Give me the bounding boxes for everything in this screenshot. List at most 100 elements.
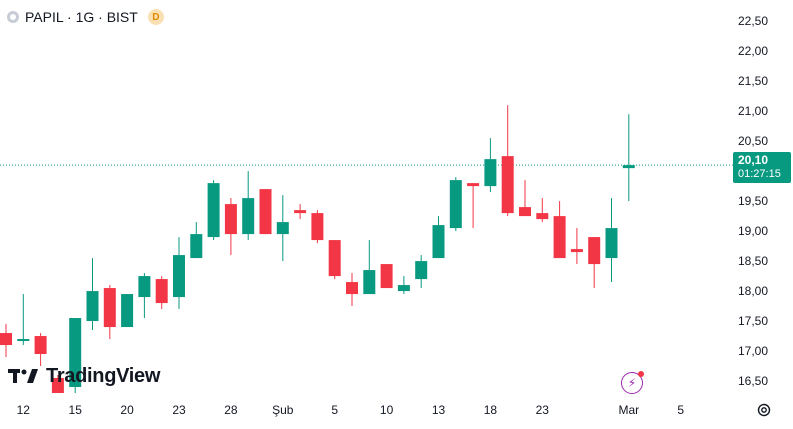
candle[interactable]	[484, 138, 497, 193]
candle-body-down	[259, 189, 272, 235]
time-tick-label: 20	[120, 403, 134, 417]
candle[interactable]	[380, 264, 393, 289]
price-tick-label: 16,50	[738, 374, 768, 388]
candle[interactable]	[207, 180, 220, 241]
candle[interactable]	[622, 114, 635, 202]
candles-group	[0, 105, 635, 393]
candle[interactable]	[605, 198, 618, 283]
candle-body-up	[173, 255, 185, 298]
candle[interactable]	[467, 183, 480, 229]
candle[interactable]	[294, 204, 307, 220]
candle-body-down	[155, 279, 168, 304]
candle-body-down	[553, 216, 566, 259]
candle[interactable]	[51, 375, 64, 393]
candle-body-down	[519, 207, 531, 217]
candle[interactable]	[86, 258, 99, 331]
tradingview-logo-icon	[8, 369, 38, 383]
candle[interactable]	[449, 177, 462, 232]
time-axis: 12 15 20 23 28 Şub 5 10 13 18 23 Mar 5	[17, 403, 685, 417]
logo-text: TradingView	[46, 364, 161, 387]
price-tick-label: 19,50	[738, 194, 768, 208]
candle-body-down	[0, 333, 12, 346]
candle[interactable]	[17, 294, 30, 346]
candle[interactable]	[397, 276, 410, 295]
candle[interactable]	[553, 201, 566, 259]
candle-body-up	[622, 165, 635, 169]
symbol-header[interactable]: PAPIL · 1G · BIST D	[7, 7, 164, 27]
candle[interactable]	[173, 237, 185, 310]
candle[interactable]	[138, 273, 151, 319]
time-tick-label: 15	[69, 403, 83, 417]
price-axis: 22,5022,0021,5021,0020,5020,0019,5019,00…	[738, 14, 768, 388]
candle[interactable]	[536, 198, 549, 223]
time-tick-label: Mar	[618, 403, 639, 417]
tradingview-logo[interactable]: TradingView	[8, 364, 160, 388]
candle[interactable]	[588, 237, 601, 289]
candle-body-up	[207, 183, 220, 238]
candle-body-up	[605, 228, 618, 259]
candle[interactable]	[363, 240, 376, 295]
time-tick-label: 18	[484, 403, 498, 417]
candle[interactable]	[432, 216, 445, 259]
delay-badge[interactable]: D	[147, 9, 164, 25]
candle-body-down	[224, 204, 237, 235]
candle[interactable]	[103, 285, 116, 340]
last-price-value: 20,10	[738, 153, 769, 167]
price-tick-label: 22,00	[738, 44, 768, 58]
time-tick-label: 12	[17, 403, 31, 417]
symbol-title[interactable]: PAPIL · 1G · BIST	[25, 9, 138, 25]
bolt-icon[interactable]: ⚡	[621, 371, 644, 394]
last-price-tag: 20,10 01:27:15	[733, 152, 791, 183]
candle-body-up	[276, 222, 289, 235]
price-tick-label: 18,00	[738, 284, 768, 298]
settings-gear-icon[interactable]	[756, 402, 772, 418]
candle[interactable]	[415, 255, 428, 289]
candle-body-up	[415, 261, 428, 280]
candle-body-down	[346, 282, 358, 295]
candle[interactable]	[570, 228, 583, 265]
candle[interactable]	[155, 276, 168, 310]
candle[interactable]	[242, 171, 255, 241]
candle-body-down	[51, 378, 64, 393]
time-tick-label: 28	[224, 403, 238, 417]
price-tick-label: 19,00	[738, 224, 768, 238]
candle[interactable]	[519, 180, 531, 217]
time-tick-label: 13	[432, 403, 446, 417]
candle-body-up	[69, 318, 82, 388]
candle-body-up	[449, 180, 462, 229]
candle-body-down	[328, 240, 341, 277]
time-tick-label: 23	[536, 403, 550, 417]
candle[interactable]	[259, 189, 272, 235]
candle[interactable]	[501, 105, 514, 217]
candle[interactable]	[224, 198, 237, 256]
price-tick-label: 18,50	[738, 254, 768, 268]
candle-body-down	[103, 288, 116, 328]
time-tick-label: 5	[331, 403, 338, 417]
price-tick-label: 20,50	[738, 134, 768, 148]
candle-body-up	[432, 225, 445, 259]
candle[interactable]	[311, 210, 324, 244]
candle[interactable]	[34, 333, 47, 367]
candle[interactable]	[328, 240, 341, 280]
candle[interactable]	[121, 294, 134, 328]
candle-body-down	[467, 183, 480, 187]
candle-body-up	[397, 285, 410, 292]
candle[interactable]	[0, 324, 12, 358]
candle-body-up	[86, 291, 99, 322]
time-tick-label: 23	[172, 403, 186, 417]
price-tick-label: 21,00	[738, 104, 768, 118]
candle[interactable]	[346, 273, 358, 307]
bar-countdown: 01:27:15	[738, 168, 781, 180]
candle-body-up	[363, 270, 376, 295]
candle[interactable]	[190, 222, 203, 259]
candle-body-down	[380, 264, 393, 289]
candle[interactable]	[276, 195, 289, 262]
candle-body-down	[536, 213, 549, 220]
time-tick-label: 5	[677, 403, 684, 417]
price-tick-label: 17,50	[738, 314, 768, 328]
time-tick-label: 10	[380, 403, 394, 417]
candle[interactable]	[69, 318, 82, 393]
time-tick-label: Şub	[272, 403, 294, 417]
